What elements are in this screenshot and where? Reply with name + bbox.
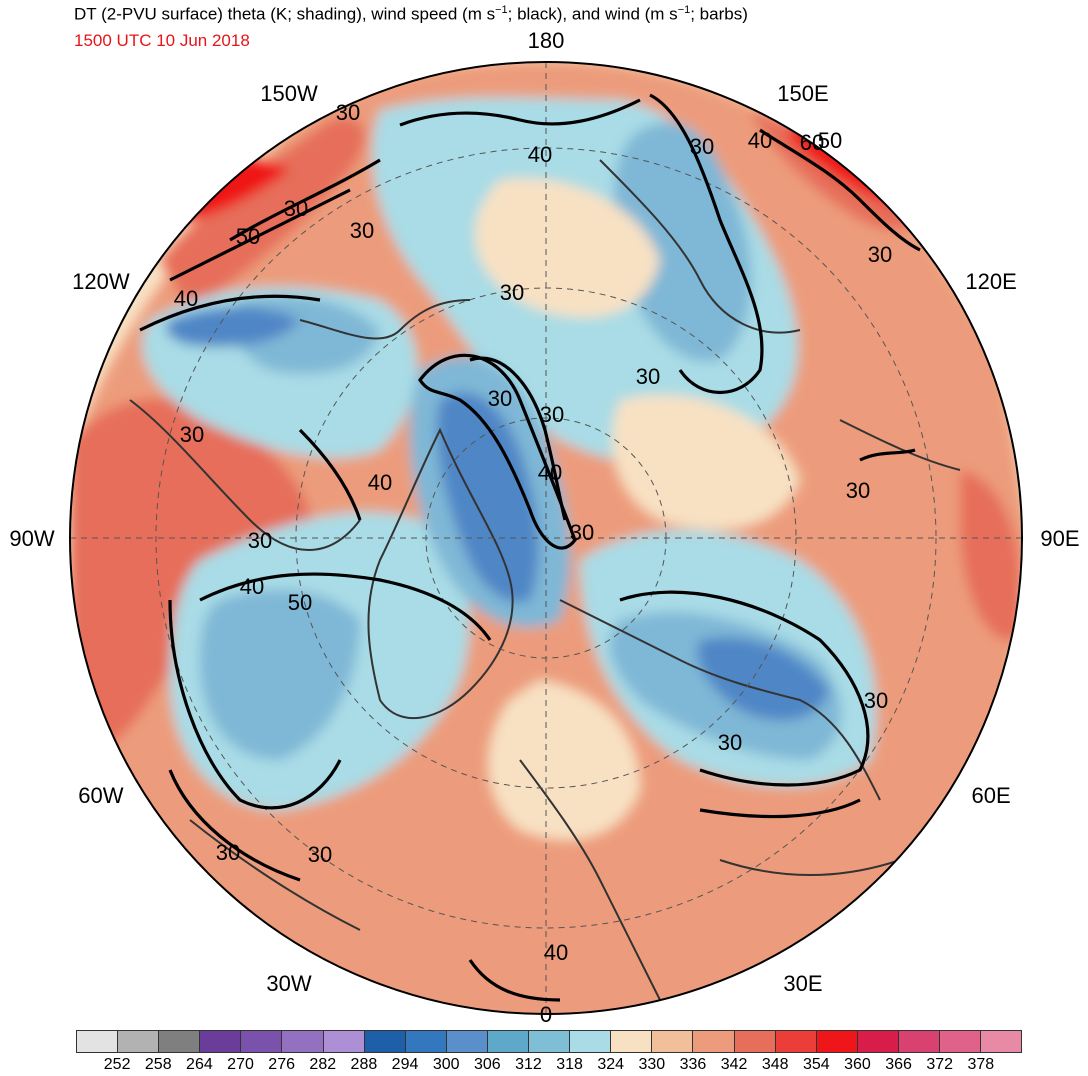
colorbar-swatch [323, 1031, 365, 1052]
contour-value-label: 30 [350, 218, 374, 243]
colorbar-swatch [816, 1031, 858, 1052]
colorbar-label: 336 [679, 1056, 707, 1073]
map-boundary [69, 61, 1023, 1015]
colorbar-swatch [282, 1031, 324, 1052]
colorbar-label: 282 [309, 1056, 337, 1073]
colorbar-label: 258 [144, 1056, 172, 1073]
contour-value-label: 30 [690, 134, 714, 159]
contour-value-label: 30 [868, 242, 892, 267]
colorbar-swatch [241, 1031, 283, 1052]
contour-value-label: 50 [818, 128, 842, 153]
map-title: DT (2-PVU surface) theta (K; shading), w… [74, 4, 748, 24]
longitude-label: 120W [72, 269, 130, 294]
colorbar-label: 264 [186, 1056, 213, 1073]
longitude-label: 30W [266, 971, 311, 996]
colorbar-swatch [981, 1031, 1022, 1052]
colorbar-label: 366 [885, 1056, 912, 1073]
longitude-label: 0 [540, 1002, 552, 1027]
longitude-label: 90W [9, 526, 54, 551]
longitude-label: 60E [972, 783, 1011, 808]
contour-value-label: 40 [544, 940, 568, 965]
contour-value-label: 40 [240, 574, 264, 599]
colorbar-swatch [200, 1031, 242, 1052]
contour-value-label: 40 [528, 142, 552, 167]
colorbar-label: 252 [103, 1056, 131, 1073]
colorbar-label: 324 [597, 1056, 625, 1073]
colorbar-swatch [405, 1031, 447, 1052]
contour-value-label: 30 [248, 528, 272, 553]
contour-value-label: 30 [216, 840, 240, 865]
longitude-label: 150W [260, 81, 318, 106]
colorbar-swatch [652, 1031, 694, 1052]
contour-value-label: 30 [718, 730, 742, 755]
colorbar-label: 306 [473, 1056, 501, 1073]
colorbar-label: 318 [556, 1056, 583, 1073]
contour-value-label: 30 [500, 280, 524, 305]
colorbar-label: 276 [268, 1056, 295, 1073]
contour-value-label: 30 [284, 196, 308, 221]
contour-value-label: 60 [800, 130, 824, 155]
contour-value-label: 40 [368, 470, 392, 495]
theta-colorbar-labels: 252 258 264 270 276 282 288 294 300 306 312 318 324 3… [76, 1056, 1022, 1076]
colorbar-label: 270 [227, 1056, 254, 1073]
colorbar-swatch [446, 1031, 488, 1052]
colorbar-label: 378 [967, 1056, 995, 1073]
contour-value-label: 40 [174, 286, 198, 311]
coastlines [129, 159, 961, 1001]
colorbar-label: 300 [432, 1056, 460, 1073]
longitude-label: 150E [777, 81, 828, 106]
contour-value-label: 40 [748, 128, 772, 153]
longitude-label: 120E [965, 269, 1016, 294]
colorbar-swatch [570, 1031, 612, 1052]
colorbar-label: 372 [926, 1056, 954, 1073]
colorbar-label: 312 [515, 1056, 542, 1073]
wind-speed-contours [139, 93, 921, 1002]
colorbar-label: 294 [391, 1056, 419, 1073]
colorbar-swatch [898, 1031, 940, 1052]
contour-value-label: 30 [308, 842, 332, 867]
contour-value-label: 30 [540, 402, 564, 427]
longitude-label: 180 [528, 28, 565, 53]
colorbar-swatch [857, 1031, 899, 1052]
colorbar-label: 330 [638, 1056, 666, 1073]
colorbar-swatch [939, 1031, 982, 1052]
colorbar-swatch [364, 1031, 406, 1052]
contour-value-label: 30 [488, 386, 512, 411]
colorbar-swatch [693, 1031, 735, 1052]
contour-value-label: 30 [570, 520, 594, 545]
colorbar-label: 354 [802, 1056, 830, 1073]
colorbar-swatch [159, 1031, 201, 1052]
colorbar-swatch [529, 1031, 571, 1052]
map-valid-time: 1500 UTC 10 Jun 2018 [74, 31, 250, 50]
colorbar-swatch [611, 1031, 653, 1052]
colorbar-swatch [118, 1031, 160, 1052]
longitude-label: 90E [1040, 526, 1079, 551]
contour-value-label: 30 [180, 422, 204, 447]
longitude-label: 60W [78, 783, 123, 808]
colorbar-swatch [734, 1031, 776, 1052]
theta-colorbar [76, 1030, 1022, 1053]
contour-value-label: 50 [236, 224, 260, 249]
contour-value-label: 50 [288, 590, 312, 615]
colorbar-swatch [487, 1031, 530, 1052]
colorbar-label: 288 [350, 1056, 378, 1073]
longitude-label: 30E [783, 971, 822, 996]
contour-value-label: 30 [336, 100, 360, 125]
colorbar-label: 342 [720, 1056, 748, 1073]
colorbar-swatch [77, 1031, 119, 1052]
contour-value-label: 30 [846, 478, 870, 503]
contour-value-label: 30 [864, 688, 888, 713]
colorbar-swatch [775, 1031, 817, 1052]
colorbar-label: 348 [761, 1056, 789, 1073]
contour-value-label: 30 [636, 364, 660, 389]
longitude-labels: 180 150E 120E 90E 60E 30E 0 30W 60W 90W 120W 150W [9, 28, 1079, 1027]
colorbar-label: 360 [844, 1056, 871, 1073]
theta-shading [70, 62, 1022, 1014]
contour-value-label: 40 [538, 460, 562, 485]
